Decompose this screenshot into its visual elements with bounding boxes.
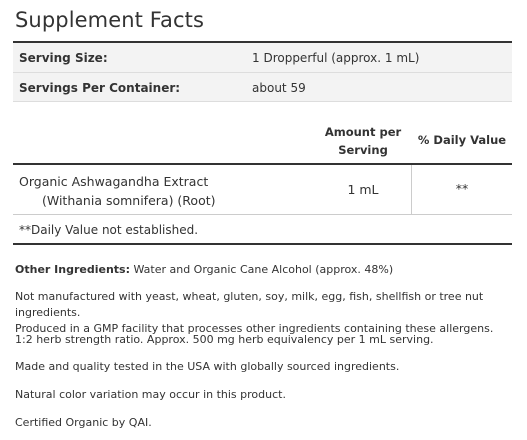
serving-size-value: 1 Dropperful (approx. 1 mL) [252,51,420,65]
daily-value-footnote: **Daily Value not established. [19,223,199,237]
ingredient-daily-value: ** [455,181,469,196]
column-divider [411,165,412,215]
other-ingredients-text: Water and Organic Cane Alcohol (approx. … [129,263,394,276]
organic-certification: Certified Organic by QAI. [15,416,152,429]
row-divider [13,214,512,215]
serving-size-label: Serving Size: [19,51,108,65]
serving-size-row: Serving Size: 1 Dropperful (approx. 1 mL… [13,43,512,73]
allergen-line-1: Not manufactured with yeast, wheat, glut… [15,290,484,319]
servings-per-container-label: Servings Per Container: [19,81,181,95]
ingredient-amount: 1 mL [347,182,379,197]
amount-per-serving-header: Amount per Serving [317,123,409,159]
supplement-facts-title: Supplement Facts [15,8,204,32]
other-ingredients-label: Other Ingredients: [15,263,130,276]
allergen-statement: Not manufactured with yeast, wheat, glut… [15,289,515,337]
allergen-line-2: Produced in a GMP facility that processe… [15,322,494,335]
other-ingredients: Other Ingredients: Water and Organic Can… [15,262,393,278]
daily-value-header: % Daily Value [417,133,507,147]
ingredient-detail: (Withania somnifera) (Root) [42,193,216,208]
quality-statement: Made and quality tested in the USA with … [15,360,400,373]
amount-header-line2: Serving [338,143,388,157]
amount-header-line1: Amount per [324,125,402,139]
color-variation: Natural color variation may occur in thi… [15,388,286,401]
strength-ratio: 1:2 herb strength ratio. Approx. 500 mg … [15,333,434,346]
header-divider [13,163,512,165]
ingredient-name-cell: Organic Ashwagandha Extract (Withania so… [19,172,216,210]
servings-per-container-row: Servings Per Container: about 59 [13,73,512,102]
ingredient-name: Organic Ashwagandha Extract [19,174,209,189]
servings-per-container-value: about 59 [252,81,306,95]
supplement-facts-table: Serving Size: 1 Dropperful (approx. 1 mL… [13,41,512,245]
